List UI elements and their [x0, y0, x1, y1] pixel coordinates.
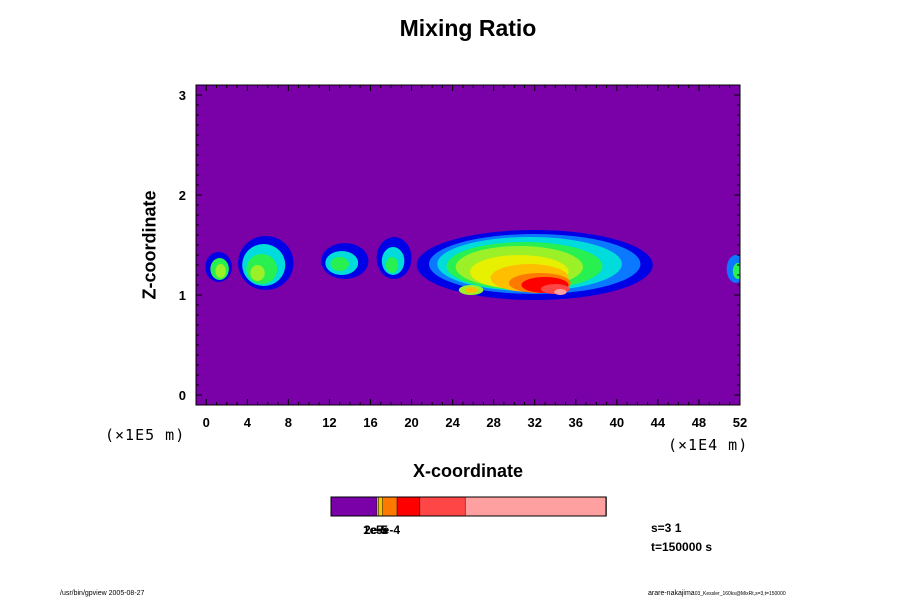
- colorbar: [330, 496, 607, 517]
- x-tick-label: 16: [363, 415, 377, 430]
- colorbar-labels: 1e-5 2e-5 5e-4: [330, 523, 610, 539]
- contour-cell: [385, 257, 399, 273]
- z-tick-label: 2: [179, 188, 186, 203]
- x-axis-label: X-coordinate: [412, 461, 524, 481]
- x-tick-label: 28: [486, 415, 500, 430]
- x-tick-label: 24: [445, 415, 460, 430]
- colorbar-bin: [382, 496, 398, 517]
- footer-file: 03_Kessler_160ks@MixRt,s=3,t=150000: [694, 591, 786, 597]
- x-tick-label: 44: [651, 415, 666, 430]
- axis-ticks: [195, 84, 741, 406]
- x-tick-label: 12: [322, 415, 336, 430]
- contour-cell: [330, 257, 349, 271]
- x-tick-label: 32: [527, 415, 541, 430]
- contour-field: [205, 230, 740, 300]
- colorbar-bin: [396, 496, 421, 517]
- z-multiplier: (×1E5 m): [105, 426, 186, 444]
- contour-cell: [250, 265, 265, 281]
- footer-author: arare-nakajima03_Kessler_160ks@MixRt,s=3…: [648, 590, 786, 597]
- time-info: t=150000 s: [651, 540, 713, 554]
- x-tick-label: 0: [203, 415, 210, 430]
- x-tick-label: 52: [733, 415, 747, 430]
- colorbar-label: 1e-5: [363, 523, 388, 537]
- chart-title: Mixing Ratio: [399, 15, 537, 41]
- x-tick-label: 20: [404, 415, 418, 430]
- colorbar-bin: [330, 496, 378, 517]
- colorbar-bin: [419, 496, 466, 517]
- z-tick-label: 3: [179, 88, 186, 103]
- x-tick-label: 36: [569, 415, 583, 430]
- z-tick-label: 1: [179, 288, 186, 303]
- z-tick-label: 0: [179, 388, 186, 403]
- contour-cell: [554, 289, 567, 295]
- contour-cell: [215, 264, 226, 278]
- colorbar-bin: [464, 496, 607, 517]
- x-tick-label: 40: [610, 415, 624, 430]
- footer-author-name: arare-nakajima: [648, 590, 695, 597]
- colorbar-frame: [330, 496, 607, 517]
- y-axis-label: Z-coordinate: [139, 190, 160, 300]
- colorbar-label: 5e-4: [376, 523, 401, 537]
- contour-cell: [464, 287, 478, 293]
- slice-info: s=3 1: [651, 521, 682, 535]
- x-multiplier: (×1E4 m): [668, 436, 749, 454]
- x-tick-label: 4: [244, 415, 252, 430]
- footer-command: /usr/bin/gpview 2005-08-27: [60, 590, 145, 597]
- x-tick-label: 48: [692, 415, 706, 430]
- colorbar-label: 2e-5: [364, 523, 389, 537]
- x-tick-label: 8: [285, 415, 292, 430]
